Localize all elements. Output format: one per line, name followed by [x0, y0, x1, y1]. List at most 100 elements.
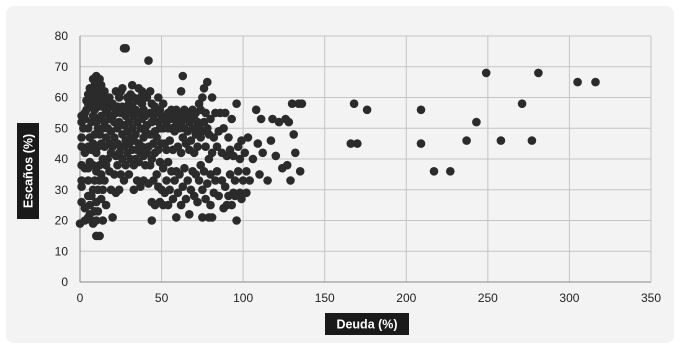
data-point — [242, 188, 251, 198]
y-tick-label: 50 — [55, 121, 69, 135]
x-axis-title: Deuda (%) — [325, 313, 409, 335]
data-point — [193, 197, 202, 207]
data-point — [96, 194, 106, 204]
data-point — [295, 167, 305, 176]
data-point — [258, 148, 267, 158]
data-point — [416, 139, 426, 148]
y-tick-label: 10 — [55, 244, 69, 258]
data-point — [92, 216, 101, 225]
data-point — [80, 114, 90, 124]
data-point — [233, 167, 243, 176]
data-point — [481, 68, 491, 78]
data-point — [203, 179, 212, 188]
data-point — [286, 176, 295, 185]
data-point — [206, 170, 215, 179]
data-point — [181, 194, 191, 204]
data-point — [162, 145, 171, 155]
y-axis-title: Escaños (%) — [17, 123, 39, 219]
data-point — [238, 176, 248, 185]
x-tick-label: 300 — [559, 291, 579, 305]
data-point — [289, 130, 299, 139]
x-tick-label: 150 — [315, 291, 335, 305]
data-point — [207, 213, 217, 222]
data-point — [176, 200, 186, 210]
data-point — [154, 93, 163, 102]
data-point — [158, 99, 168, 108]
data-point — [282, 160, 292, 170]
data-point — [220, 182, 230, 191]
data-point — [170, 176, 179, 185]
scatter-chart: 0 10 20 30 40 50 60 70 80 0 50 100 150 200 250 300 350 E… — [17, 29, 661, 335]
data-point — [517, 99, 527, 108]
data-point — [198, 213, 207, 222]
data-point — [230, 176, 240, 185]
data-point — [225, 170, 235, 179]
data-point — [144, 56, 153, 65]
data-point — [346, 139, 356, 148]
data-point — [573, 77, 582, 87]
data-point — [242, 167, 251, 176]
data-point — [194, 176, 204, 185]
data-point — [165, 136, 174, 145]
data-point — [201, 194, 210, 204]
data-point — [127, 80, 137, 90]
data-point — [245, 176, 254, 185]
data-point — [496, 136, 506, 145]
data-point — [108, 213, 117, 222]
y-tick-label: 80 — [55, 29, 69, 43]
data-point — [212, 142, 222, 151]
y-tick-label: 20 — [55, 214, 69, 228]
data-point — [237, 136, 246, 145]
data-point — [77, 133, 86, 142]
data-point — [129, 185, 139, 195]
data-point — [100, 87, 109, 96]
y-tick-label: 0 — [61, 275, 68, 289]
y-tick-label: 40 — [55, 152, 69, 166]
data-point — [203, 77, 212, 87]
data-point — [101, 200, 111, 210]
data-point — [198, 93, 207, 102]
data-point — [212, 167, 222, 176]
y-tick-label: 30 — [55, 183, 69, 197]
data-point — [349, 99, 359, 108]
data-point — [172, 213, 181, 222]
data-point — [271, 151, 281, 161]
data-point — [232, 99, 241, 108]
data-point — [100, 176, 109, 185]
data-point — [227, 114, 236, 124]
data-point — [119, 176, 129, 185]
data-point — [83, 176, 93, 185]
y-axis-title-box — [17, 123, 39, 219]
data-point — [165, 185, 174, 195]
data-point — [121, 44, 130, 53]
data-point — [207, 148, 217, 158]
data-point — [243, 133, 253, 142]
data-point — [251, 105, 261, 115]
data-point — [147, 216, 157, 225]
data-point — [527, 136, 537, 145]
data-point — [110, 170, 119, 179]
data-point — [462, 136, 471, 145]
chart-panel: 0 10 20 30 40 50 60 70 80 0 50 100 150 200 250 300 350 E… — [6, 6, 674, 343]
data-point — [220, 108, 230, 118]
x-axis-title-text: Deuda (%) — [336, 318, 397, 332]
data-point — [291, 148, 300, 158]
data-point — [201, 142, 210, 151]
data-point — [158, 163, 168, 173]
data-point — [137, 142, 147, 151]
data-point — [176, 87, 186, 96]
data-point — [211, 176, 220, 185]
data-point — [227, 200, 236, 210]
x-tick-label: 350 — [641, 291, 661, 305]
data-point — [185, 210, 194, 219]
data-point — [206, 114, 215, 124]
data-point — [178, 182, 188, 191]
data-point — [163, 200, 173, 210]
data-point — [237, 194, 246, 204]
data-point — [98, 185, 108, 195]
data-point — [429, 167, 439, 176]
data-point — [201, 108, 210, 118]
data-point — [152, 133, 161, 142]
data-point — [175, 170, 184, 179]
data-point — [152, 170, 161, 179]
